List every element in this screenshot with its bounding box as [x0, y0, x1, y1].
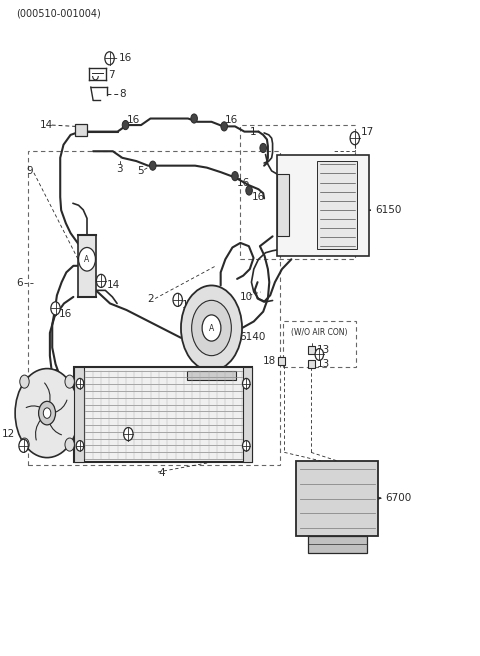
Text: 7: 7	[108, 70, 115, 79]
Text: 16: 16	[127, 115, 140, 125]
Text: 16: 16	[182, 300, 195, 310]
Text: 2: 2	[147, 293, 154, 304]
Circle shape	[19, 440, 28, 453]
Bar	[240, 125, 355, 259]
Circle shape	[173, 293, 182, 306]
Bar	[78, 235, 96, 297]
FancyArrowPatch shape	[26, 406, 40, 407]
Circle shape	[192, 300, 231, 356]
Circle shape	[191, 114, 197, 123]
FancyBboxPatch shape	[308, 346, 315, 354]
Circle shape	[124, 428, 133, 441]
Text: 6150: 6150	[375, 205, 401, 215]
Text: 17: 17	[361, 127, 374, 136]
Text: A: A	[84, 255, 90, 264]
Text: 16: 16	[119, 53, 132, 63]
FancyArrowPatch shape	[55, 400, 67, 412]
Bar	[317, 161, 357, 249]
Circle shape	[122, 121, 129, 130]
Text: 13: 13	[317, 344, 330, 355]
Text: 16: 16	[225, 115, 238, 125]
Circle shape	[260, 144, 266, 153]
Circle shape	[149, 161, 156, 171]
Text: 16: 16	[59, 308, 72, 319]
Circle shape	[79, 247, 96, 271]
Text: 6: 6	[16, 279, 23, 289]
Circle shape	[246, 186, 252, 195]
Text: 9: 9	[26, 166, 33, 176]
Circle shape	[181, 285, 242, 371]
Circle shape	[221, 122, 228, 131]
Text: 4: 4	[159, 468, 166, 478]
Bar	[277, 155, 369, 256]
Bar	[74, 367, 252, 462]
Text: 6700: 6700	[385, 493, 411, 503]
Text: A: A	[209, 323, 214, 333]
Bar	[296, 461, 378, 536]
Text: 16: 16	[237, 178, 250, 188]
Circle shape	[232, 172, 238, 180]
Circle shape	[105, 52, 114, 65]
FancyBboxPatch shape	[308, 360, 315, 368]
Circle shape	[15, 369, 79, 458]
Bar	[242, 367, 252, 462]
Text: 14: 14	[107, 281, 120, 291]
Circle shape	[350, 132, 360, 145]
Text: 12: 12	[2, 429, 15, 439]
Text: 11: 11	[48, 369, 61, 379]
Circle shape	[20, 375, 29, 388]
Circle shape	[242, 379, 250, 389]
Text: 6140: 6140	[240, 332, 266, 342]
Circle shape	[76, 441, 84, 451]
Text: (000510-001004): (000510-001004)	[16, 9, 101, 18]
FancyArrowPatch shape	[36, 420, 41, 440]
Circle shape	[242, 441, 250, 451]
Circle shape	[38, 401, 56, 425]
Bar	[75, 125, 86, 136]
Bar	[28, 152, 280, 466]
Circle shape	[20, 438, 29, 451]
Bar	[277, 174, 289, 236]
FancyArrowPatch shape	[45, 383, 50, 403]
Text: 13: 13	[317, 359, 330, 369]
Circle shape	[65, 438, 74, 451]
Circle shape	[96, 274, 106, 287]
Text: 1: 1	[250, 127, 256, 136]
Bar	[187, 371, 236, 380]
Circle shape	[315, 348, 324, 360]
Circle shape	[51, 302, 60, 315]
FancyBboxPatch shape	[278, 358, 285, 365]
Circle shape	[76, 379, 84, 389]
Bar	[74, 367, 84, 462]
FancyArrowPatch shape	[49, 423, 61, 435]
Text: 10: 10	[240, 291, 253, 302]
Circle shape	[65, 375, 74, 388]
Circle shape	[43, 408, 51, 419]
Bar	[308, 536, 367, 552]
Text: 3: 3	[117, 164, 123, 174]
Text: 14: 14	[40, 120, 53, 130]
Text: 5: 5	[137, 166, 144, 176]
Text: 18: 18	[263, 356, 276, 366]
Text: 8: 8	[119, 89, 126, 98]
Bar	[283, 321, 356, 367]
Circle shape	[202, 315, 221, 341]
Text: 16: 16	[252, 192, 264, 202]
Text: 15: 15	[120, 441, 132, 451]
Text: (W/O AIR CON): (W/O AIR CON)	[291, 329, 348, 337]
